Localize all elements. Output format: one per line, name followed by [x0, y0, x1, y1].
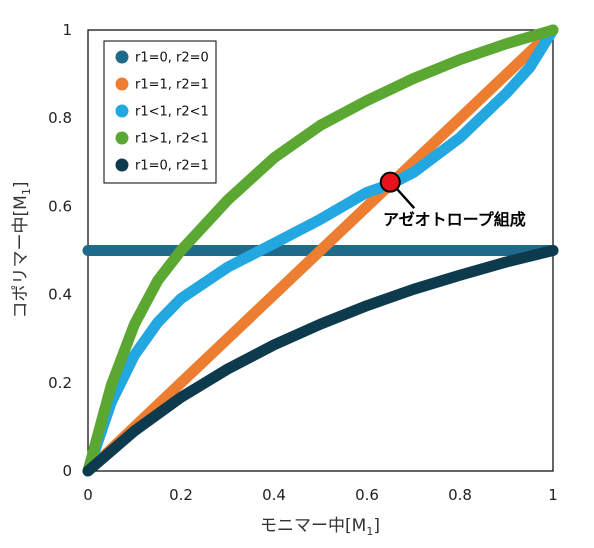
legend-marker	[115, 50, 129, 64]
series-line-3	[82, 24, 559, 477]
y-tick-label: 0.6	[48, 197, 72, 215]
x-tick-labels: 0 0.2 0.4 0.6 0.8 1	[83, 486, 558, 504]
x-axis-title: モニマー中[M1]	[260, 516, 380, 538]
x-tick-label: 0.2	[169, 486, 193, 504]
y-tick-label: 0.2	[48, 374, 72, 392]
legend-label: r1<1, r2<1	[135, 105, 209, 120]
legend-label: r1=1, r2=1	[135, 78, 209, 93]
legend-marker	[115, 104, 129, 118]
y-tick-label: 1	[62, 21, 72, 39]
x-tick-label: 0.8	[448, 486, 472, 504]
y-axis-title: コポリマー中[M1]	[11, 182, 33, 319]
y-tick-labels: 0 0.2 0.4 0.6 0.8 1	[48, 21, 72, 480]
y-tick-label: 0.4	[48, 286, 72, 304]
legend-marker	[115, 77, 129, 91]
annotation-leader-line	[395, 187, 416, 209]
y-tick-label: 0.8	[48, 109, 72, 127]
y-axis-title-main: コポリマー中	[11, 216, 31, 318]
series-line-4	[82, 245, 559, 477]
legend-label: r1=0, r2=1	[135, 159, 209, 174]
legend-marker	[115, 158, 129, 172]
x-tick-label: 0.6	[355, 486, 379, 504]
legend-marker	[115, 131, 129, 145]
series-layer	[82, 24, 559, 477]
x-axis-title-main: モニマー中	[260, 516, 345, 536]
legend: r1=0, r2=0 r1=1, r2=1 r1<1, r2<1 r1>1, r2<1…	[103, 40, 217, 184]
x-tick-label: 0.4	[262, 486, 286, 504]
legend-label: r1>1, r2<1	[135, 132, 209, 147]
azeotrope-point-marker	[379, 171, 401, 193]
annotation-label: アゼオトロープ組成	[383, 210, 526, 229]
legend-label: r1=0, r2=0	[135, 51, 209, 66]
series-line-2	[82, 24, 559, 477]
y-tick-label: 0	[62, 462, 72, 480]
x-tick-label: 1	[548, 486, 558, 504]
y-axis-title-sub: 1	[20, 188, 33, 195]
x-tick-label: 0	[83, 486, 93, 504]
series-line-1	[82, 24, 559, 477]
x-axis-title-sub: 1	[366, 525, 373, 538]
